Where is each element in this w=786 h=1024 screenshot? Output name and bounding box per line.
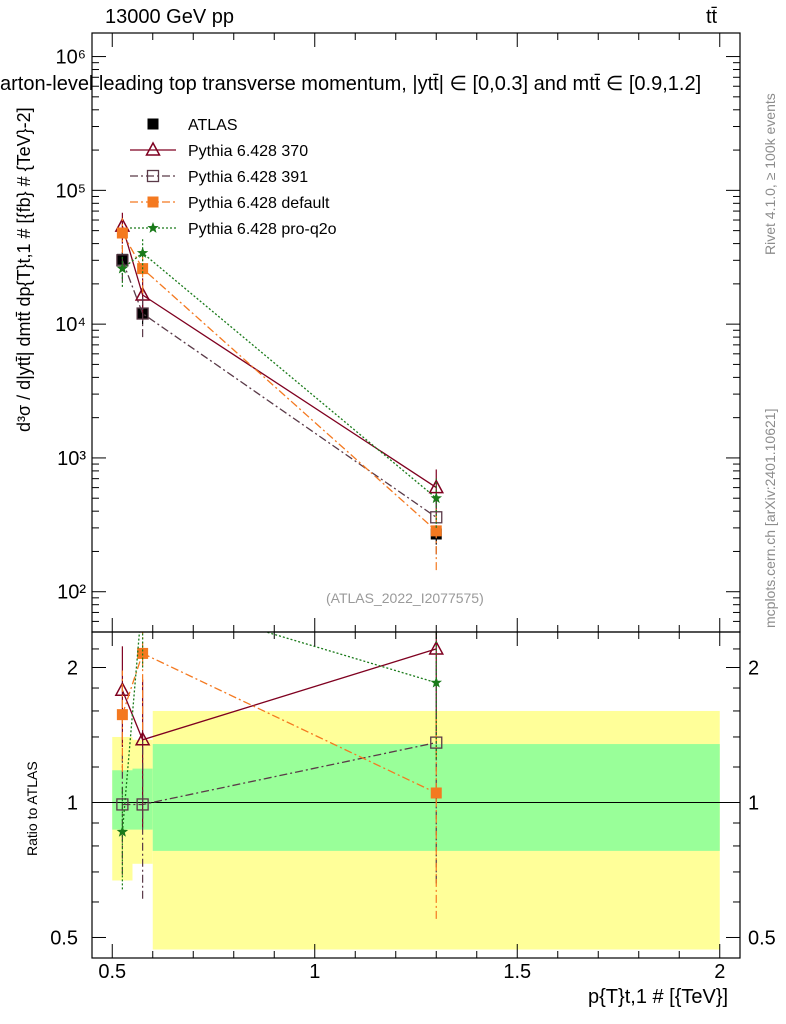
ratio-ytick-label-right: 2 [748, 658, 759, 680]
main-series-2-line [121, 260, 437, 518]
ratio-series-2-point-1 [137, 647, 149, 659]
panel-frame-1 [91, 631, 741, 959]
main-series-4-point-1 [136, 247, 149, 258]
ratio-series-1-line [122, 741, 437, 806]
ratio-ytick-label-right: 0.5 [748, 927, 776, 949]
legend-marker-4 [147, 222, 159, 233]
legend-label-3: Pythia 6.428 default [188, 195, 330, 212]
main-series-3-point-0 [116, 227, 128, 239]
x-axis-label: p{T}t,1 # [{TeV}] [588, 986, 729, 1008]
legend-label-1: Pythia 6.428 370 [188, 143, 308, 160]
process-label: tt̄ [706, 6, 718, 28]
legend-label-0: ATLAS [188, 117, 238, 134]
xtick-label: 1 [309, 961, 320, 983]
ratio-series-3-point-2 [430, 676, 442, 688]
main-ytick-label: 10³ [57, 448, 86, 470]
ratio-series-2-point-0 [116, 709, 128, 721]
analysis-watermark: (ATLAS_2022_I2077575) [326, 590, 484, 606]
energy-label: 13000 GeV pp [105, 6, 234, 28]
main-series-group [114, 212, 445, 571]
ratio-series-1-point-0 [116, 798, 129, 811]
main-series-2-point-1 [136, 307, 149, 320]
plot-title: arton-level leading top transverse momen… [0, 73, 702, 95]
legend-label-4: Pythia 6.428 pro-q2o [188, 221, 337, 238]
main-series-4-point-0 [116, 262, 129, 274]
ratio-series-1-point-1 [136, 798, 149, 811]
ratio-series-0-point-1 [134, 731, 151, 746]
ratio-series-3-point-0 [116, 825, 129, 837]
ratio-series-3-line [121, 632, 437, 832]
ratio-ytick-label-left: 2 [67, 658, 78, 680]
main-series-3-line [121, 232, 437, 532]
ratio-series-2-point-2 [430, 787, 442, 799]
ratio-ytick-label-left: 0.5 [50, 927, 78, 949]
main-ytick-label: 10⁵ [55, 180, 86, 202]
legend-label-2: Pythia 6.428 391 [188, 169, 308, 186]
main-series-4-line [122, 252, 437, 499]
ratio-ytick-label-left: 1 [67, 792, 78, 814]
legend-marker-1 [145, 141, 161, 156]
main-ytick-label: 10² [57, 582, 86, 604]
xtick-label: 2 [714, 961, 725, 983]
xtick-label: 0.5 [98, 961, 126, 983]
ratio-series-3-point-1 [137, 589, 148, 600]
main-series-1-line [121, 226, 437, 489]
legend: ATLAS Pythia 6.428 370 Pythia 6.428 391 Pyt… [130, 117, 337, 238]
main-series-4-point-2 [430, 492, 442, 504]
xtick-label: 1.5 [503, 961, 531, 983]
ratio-series-group [114, 589, 445, 919]
ratio-ytick-label-right: 1 [748, 792, 759, 814]
legend-marker-0 [147, 118, 159, 130]
main-ytick-label: 10⁶ [56, 47, 86, 69]
legend-marker-3 [147, 196, 159, 208]
main-ytick-label: 10⁴ [55, 314, 86, 336]
main-series-3-point-2 [430, 525, 442, 537]
legend-marker-2 [146, 169, 160, 183]
